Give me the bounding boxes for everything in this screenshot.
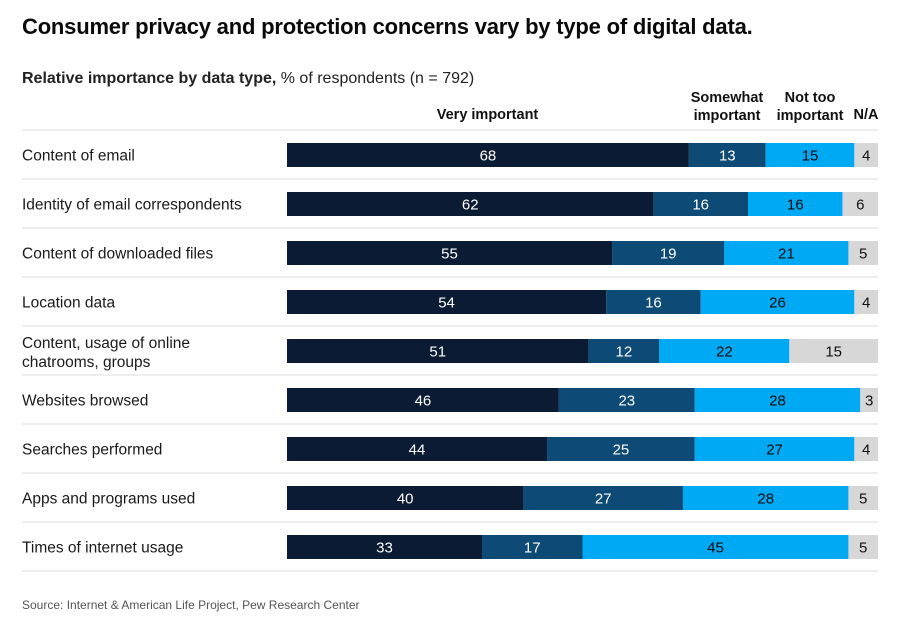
data-label: 4: [862, 148, 870, 165]
data-label: 5: [859, 540, 867, 557]
subtitle-bold: Relative importance by data type,: [22, 70, 277, 87]
category-label: Location data: [22, 295, 115, 312]
data-label: 40: [397, 491, 414, 508]
data-label: 23: [618, 393, 635, 410]
data-label: 22: [716, 344, 733, 361]
category-label: Content of email: [22, 148, 135, 165]
data-label: 19: [660, 246, 677, 263]
bar-very-important: [287, 388, 559, 412]
header-na: N/A: [846, 106, 886, 124]
bar-not-too-important: [682, 486, 849, 510]
data-label: 62: [462, 197, 479, 214]
bar-n-a: [860, 388, 878, 412]
data-label: 6: [856, 197, 864, 214]
data-label: 16: [645, 295, 662, 312]
bar-somewhat-important: [547, 437, 695, 461]
header-somewhat-important: Somewhat important: [678, 89, 776, 125]
bar-not-too-important: [724, 241, 849, 265]
data-label: 16: [787, 197, 804, 214]
bar-somewhat-important: [558, 388, 695, 412]
data-label: 3: [865, 393, 873, 410]
data-label: 4: [862, 442, 870, 459]
source-note: Source: Internet & American Life Project…: [22, 598, 360, 612]
bar-n-a: [848, 535, 878, 559]
data-label: 68: [480, 148, 497, 165]
data-label: 54: [438, 295, 455, 312]
header-not-too-important-line-2: important: [776, 108, 844, 124]
bar-n-a: [854, 143, 878, 167]
chart-subtitle: Relative importance by data type, % of r…: [22, 70, 474, 88]
data-label: 5: [859, 246, 867, 263]
bar-n-a: [848, 241, 878, 265]
bar-very-important: [287, 535, 483, 559]
header-somewhat-important-line-1: Somewhat: [690, 90, 764, 106]
data-label: 15: [825, 344, 842, 361]
category-label: Content of downloaded files: [22, 246, 214, 263]
bar-n-a: [789, 339, 878, 363]
data-label: 12: [616, 344, 633, 361]
data-label: 51: [429, 344, 446, 361]
data-label: 16: [692, 197, 709, 214]
bar-not-too-important: [582, 535, 849, 559]
bar-very-important: [287, 437, 548, 461]
category-label: Searches performed: [22, 442, 162, 459]
bar-very-important: [287, 143, 689, 167]
chart-title: Consumer privacy and protection concerns…: [22, 14, 753, 39]
bar-n-a: [854, 290, 878, 314]
data-label: 46: [415, 393, 432, 410]
bar-somewhat-important: [653, 192, 748, 216]
bar-n-a: [854, 437, 878, 461]
category-label: Content, usage of online chatrooms, group…: [22, 335, 190, 371]
category-label: Identity of email correspondents: [22, 197, 242, 214]
data-label: 21: [778, 246, 795, 263]
data-label: 25: [613, 442, 630, 459]
header-not-too-important-line-1: Not too: [784, 90, 836, 106]
data-label: 55: [441, 246, 458, 263]
bar-very-important: [287, 486, 524, 510]
data-label: 26: [769, 295, 786, 312]
bar-n-a: [848, 486, 878, 510]
bar-not-too-important: [747, 192, 843, 216]
bar-n-a: [842, 192, 878, 216]
bar-somewhat-important: [606, 290, 701, 314]
data-label: 5: [859, 491, 867, 508]
category-label: Apps and programs used: [22, 491, 195, 508]
bar-somewhat-important: [482, 535, 583, 559]
bar-not-too-important: [700, 290, 855, 314]
data-label: 17: [524, 540, 541, 557]
bar-very-important: [287, 290, 607, 314]
bar-somewhat-important: [588, 339, 660, 363]
header-not-too-important: Not too important: [768, 89, 852, 125]
bar-very-important: [287, 241, 613, 265]
header-very-important: Very important: [400, 106, 575, 124]
bar-not-too-important: [765, 143, 855, 167]
data-label: 28: [769, 393, 786, 410]
category-label-line: chatrooms, groups: [22, 354, 151, 371]
header-very-important-line-1: Very important: [436, 107, 539, 123]
data-label: 27: [595, 491, 612, 508]
header-na-line-1: N/A: [853, 107, 879, 123]
bar-somewhat-important: [612, 241, 725, 265]
bar-not-too-important: [659, 339, 790, 363]
data-label: 44: [409, 442, 426, 459]
category-label-line: Content, usage of online: [22, 335, 190, 352]
data-label: 13: [719, 148, 736, 165]
bar-very-important: [287, 192, 654, 216]
data-label: 4: [862, 295, 870, 312]
category-label: Websites browsed: [22, 393, 148, 410]
data-label: 15: [802, 148, 819, 165]
bar-somewhat-important: [688, 143, 766, 167]
subtitle-rest: % of respondents (n = 792): [276, 70, 475, 87]
data-label: 33: [376, 540, 393, 557]
data-label: 28: [757, 491, 774, 508]
category-label: Times of internet usage: [22, 540, 183, 557]
bar-very-important: [287, 339, 589, 363]
data-label: 27: [766, 442, 783, 459]
bar-somewhat-important: [523, 486, 683, 510]
bar-not-too-important: [694, 388, 861, 412]
bar-not-too-important: [694, 437, 855, 461]
header-somewhat-important-line-2: important: [693, 108, 761, 124]
data-label: 45: [707, 540, 724, 557]
